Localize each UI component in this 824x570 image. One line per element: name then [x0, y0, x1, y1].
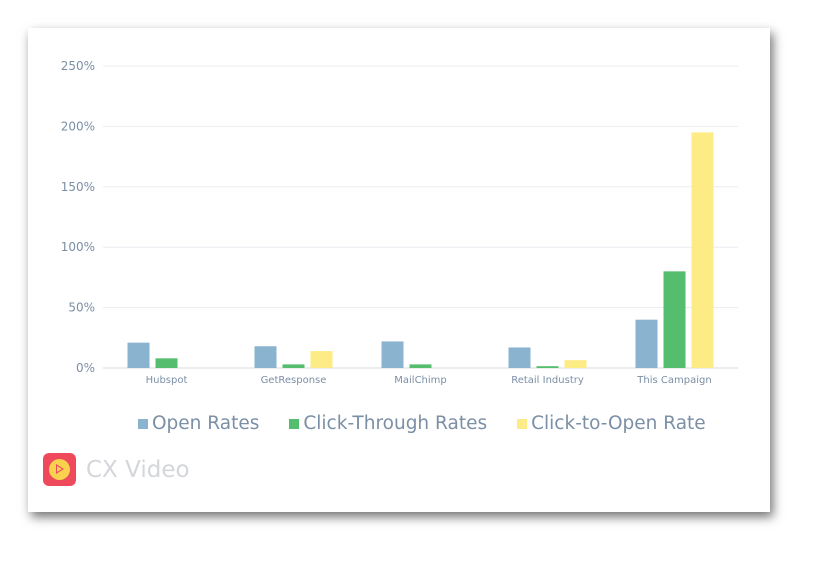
bar-open-rates-mailchimp: [381, 341, 404, 368]
bar-open-rates-this-campaign: [635, 319, 658, 368]
bar-open-rates-getresponse: [254, 346, 277, 368]
y-tick-label: 150%: [61, 180, 95, 194]
y-tick-label: 50%: [68, 301, 95, 315]
bar-click-through-rates-mailchimp: [409, 364, 432, 368]
bar-click-through-rates-getresponse: [282, 364, 305, 368]
legend-swatch-open-rates: [138, 418, 148, 429]
x-tick-label-this-campaign: This Campaign: [636, 375, 711, 386]
bar-click-through-rates-retail-industry: [536, 366, 559, 368]
legend-label-click-through-rates: Click-Through Rates: [303, 413, 488, 434]
x-tick-label-getresponse: GetResponse: [261, 375, 327, 386]
legend: Open Rates Click-Through Rates Click-to-…: [138, 413, 706, 434]
legend-label-open-rates: Open Rates: [152, 413, 260, 434]
play-icon: [43, 453, 76, 486]
legend-label-click-to-open-rate: Click-to-Open Rate: [531, 413, 706, 434]
bar-click-to-open-rate-this-campaign: [691, 132, 714, 368]
bar-click-through-rates-hubspot: [155, 358, 178, 368]
y-tick-label: 100%: [61, 240, 95, 254]
x-tick-label-retail-industry: Retail Industry: [511, 375, 584, 386]
bar-click-to-open-rate-getresponse: [310, 351, 333, 368]
legend-swatch-click-to-open-rate: [517, 418, 528, 429]
bar-open-rates-retail-industry: [508, 347, 531, 368]
legend-item-click-to-open-rate: Click-to-Open Rate: [517, 413, 706, 434]
chart-card: 0% 50% 100% 150% 200% 250% Hubspot GetResponse M…: [28, 28, 770, 512]
brand-watermark: CX Video: [43, 453, 190, 486]
legend-swatch-click-through-rates: [289, 418, 300, 429]
legend-item-click-through-rates: Click-Through Rates: [289, 413, 487, 434]
bar-open-rates-hubspot: [127, 342, 150, 368]
y-tick-label: 250%: [61, 59, 95, 73]
legend-item-open-rates: Open Rates: [138, 413, 259, 434]
bar-chart: 0% 50% 100% 150% 200% 250% Hubspot GetResponse M…: [61, 59, 738, 386]
x-tick-label-mailchimp: MailChimp: [394, 375, 447, 386]
y-tick-label: 200%: [61, 119, 95, 133]
x-tick-label-hubspot: Hubspot: [146, 375, 188, 386]
y-tick-label: 0%: [76, 361, 95, 375]
bar-click-to-open-rate-retail-industry: [564, 360, 587, 368]
brand-name: CX Video: [86, 456, 190, 483]
bar-click-through-rates-this-campaign: [663, 271, 686, 368]
